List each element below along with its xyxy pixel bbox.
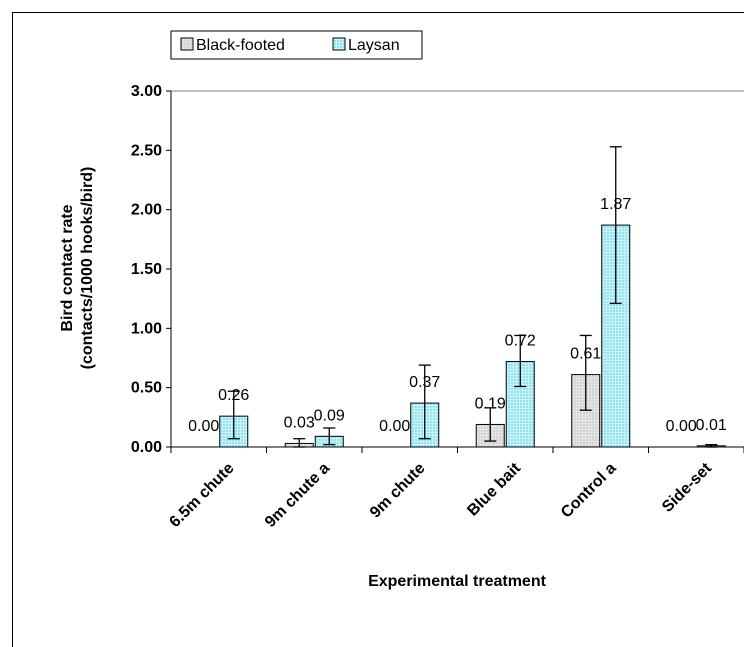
legend-box	[170, 30, 423, 60]
data-label: 1.87	[600, 196, 631, 213]
data-label: 0.72	[505, 333, 536, 350]
x-tick-label: Blue bait	[464, 459, 524, 519]
legend-swatch-black-footed	[180, 37, 194, 51]
y-tick-label: 1.50	[131, 261, 162, 278]
data-label: 0.03	[284, 414, 315, 431]
y-axis-title-line2: (contacts/1000 hooks/bird)	[79, 167, 96, 370]
legend: Black-footed Laysan	[170, 30, 423, 60]
y-axis-title-line1: Bird contact rate	[59, 204, 76, 331]
x-tick-label: 9m chute	[367, 460, 429, 522]
x-tick-label: Control a	[558, 460, 620, 522]
data-label: 0.00	[666, 418, 697, 435]
data-label: 0.09	[314, 407, 345, 424]
data-label: 0.26	[218, 387, 249, 404]
x-axis-title: Experimental treatment	[368, 573, 547, 590]
data-label: 0.01	[696, 417, 727, 434]
legend-label-laysan: Laysan	[348, 37, 400, 54]
data-label: 0.61	[570, 346, 601, 363]
data-label: 0.37	[409, 374, 440, 391]
y-tick-label: 3.00	[131, 83, 162, 100]
x-tick-label: 9m chute a	[262, 460, 333, 531]
x-tick-label: 6.5m chute	[166, 460, 237, 531]
legend-label-black-footed: Black-footed	[196, 37, 285, 54]
data-label: 0.00	[379, 418, 410, 435]
legend-swatch-laysan	[332, 37, 346, 51]
y-tick-label: 2.50	[131, 142, 162, 159]
y-tick-label: 1.00	[131, 320, 162, 337]
y-tick-label: 2.00	[131, 202, 162, 219]
y-tick-label: 0.50	[131, 380, 162, 397]
y-tick-label: 0.00	[131, 439, 162, 456]
data-label: 0.00	[188, 418, 219, 435]
x-tick-label: Side-set	[659, 459, 716, 516]
data-label: 0.19	[475, 395, 506, 412]
